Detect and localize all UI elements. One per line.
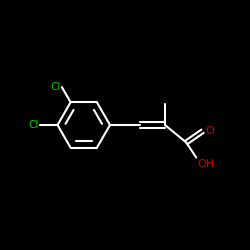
Text: Cl: Cl	[50, 82, 61, 92]
Text: OH: OH	[198, 159, 214, 169]
Text: O: O	[206, 126, 214, 136]
Text: Cl: Cl	[28, 120, 39, 130]
